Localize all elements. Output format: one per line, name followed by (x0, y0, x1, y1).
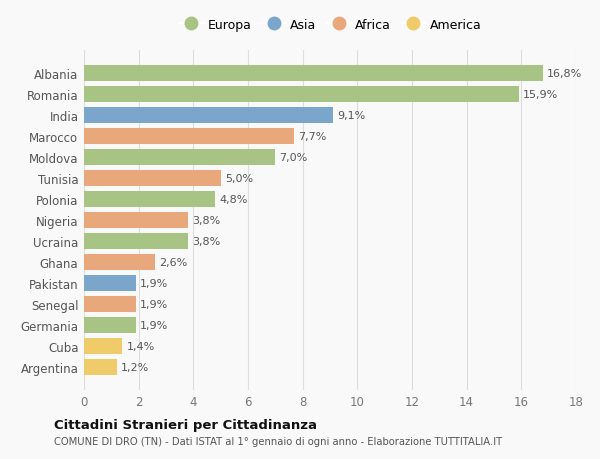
Text: 5,0%: 5,0% (225, 174, 253, 184)
Text: 1,2%: 1,2% (121, 362, 149, 372)
Text: 1,9%: 1,9% (140, 299, 168, 309)
Text: 3,8%: 3,8% (192, 215, 220, 225)
Text: 7,7%: 7,7% (299, 132, 327, 141)
Text: 1,4%: 1,4% (127, 341, 155, 351)
Legend: Europa, Asia, Africa, America: Europa, Asia, Africa, America (176, 16, 484, 34)
Text: 1,9%: 1,9% (140, 278, 168, 288)
Bar (84, 171, 221, 186)
Bar (84, 129, 295, 145)
Text: 16,8%: 16,8% (547, 69, 583, 79)
Bar (84, 296, 136, 312)
Bar (84, 150, 275, 165)
Text: COMUNE DI DRO (TN) - Dati ISTAT al 1° gennaio di ogni anno - Elaborazione TUTTIT: COMUNE DI DRO (TN) - Dati ISTAT al 1° ge… (54, 436, 502, 446)
Bar (84, 66, 543, 82)
Text: 3,8%: 3,8% (192, 236, 220, 246)
Bar (84, 191, 215, 207)
Bar (84, 213, 188, 228)
Text: Cittadini Stranieri per Cittadinanza: Cittadini Stranieri per Cittadinanza (54, 418, 317, 431)
Text: 9,1%: 9,1% (337, 111, 365, 121)
Bar (84, 338, 122, 354)
Bar (84, 234, 188, 249)
Bar (84, 275, 136, 291)
Text: 1,9%: 1,9% (140, 320, 168, 330)
Text: 15,9%: 15,9% (523, 90, 558, 100)
Bar (84, 108, 333, 123)
Bar (84, 359, 117, 375)
Text: 4,8%: 4,8% (220, 195, 248, 204)
Text: 2,6%: 2,6% (159, 257, 187, 267)
Bar (84, 317, 136, 333)
Text: 7,0%: 7,0% (280, 152, 308, 162)
Bar (84, 87, 518, 102)
Bar (84, 254, 155, 270)
